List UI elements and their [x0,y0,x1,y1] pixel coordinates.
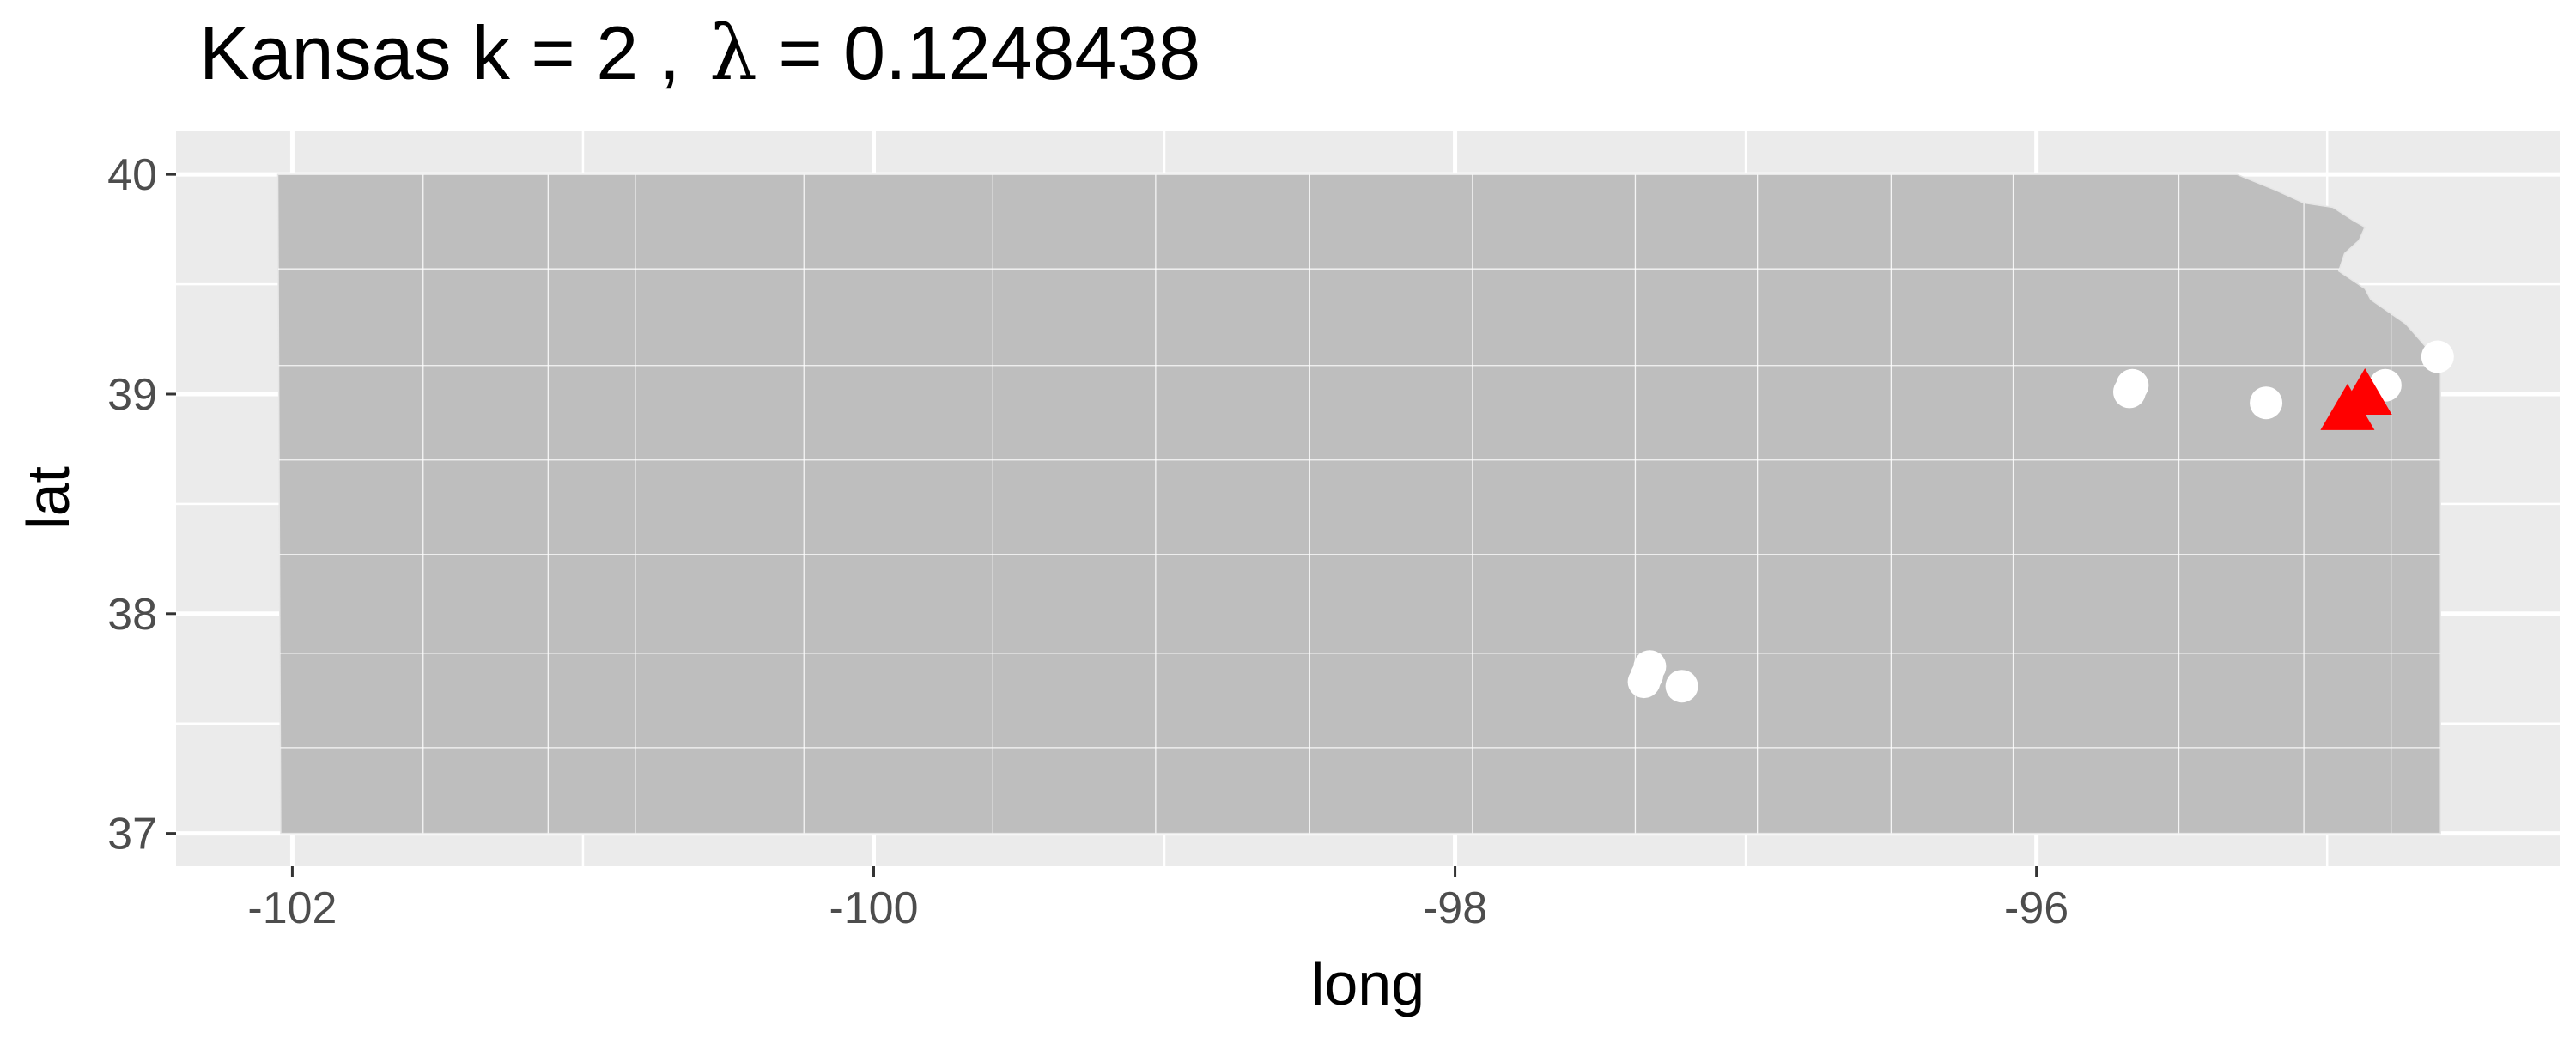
data-point [2421,340,2454,373]
y-axis: 37 38 39 40 [107,150,176,859]
kansas-region [276,173,2441,835]
data-point [2250,386,2283,420]
lambda-symbol: λ [709,9,757,97]
chart-title: Kansas k = 2 ,λ = 0.1248438 [199,9,1200,97]
x-axis-title: long [1311,950,1425,1017]
x-axis: -102 -100 -98 -96 [247,866,2069,933]
data-point [1665,670,1698,703]
cluster-center-triangle [2320,383,2375,430]
data-point [1627,665,1661,699]
y-tick-label: 39 [107,370,157,420]
x-tick-label: -98 [1423,883,1487,933]
data-points [1627,340,2454,703]
y-axis-title: lat [15,466,82,530]
y-tick-label: 40 [107,150,157,200]
y-tick-label: 37 [107,810,157,859]
data-point [2112,375,2146,409]
x-tick-label: -102 [247,883,337,933]
x-tick-label: -100 [829,883,918,933]
cluster-centers [2320,368,2392,430]
y-tick-label: 38 [107,590,157,640]
county-boundaries [277,174,2441,834]
x-tick-label: -96 [2004,883,2069,933]
kansas-state-shape [276,173,2441,835]
